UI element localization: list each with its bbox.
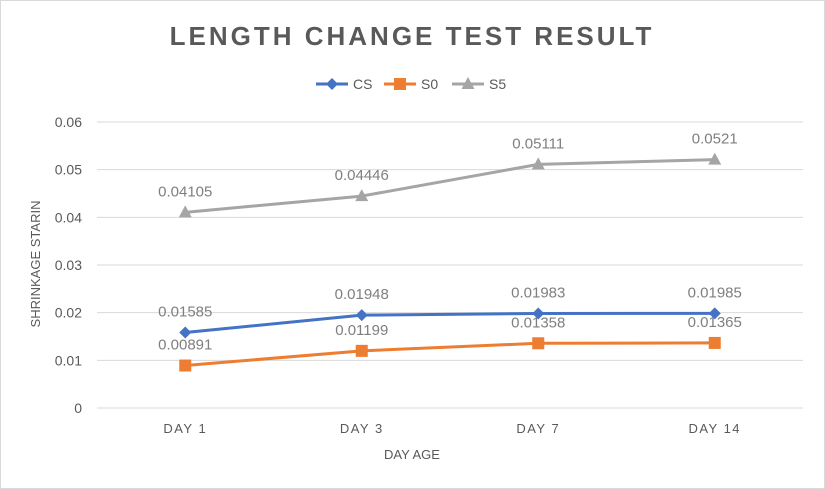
data-point-s5 [355, 189, 369, 202]
legend-item-s5: S5 [452, 76, 506, 92]
y-axis-label: SHRINKAGE STARIN [28, 201, 43, 328]
data-label-s0: 0.01358 [511, 314, 565, 331]
x-axis-ticks: DAY 1 DAY 3 DAY 7 DAY 14 [163, 421, 741, 436]
legend-swatch-marker [461, 77, 475, 89]
legend-swatch-marker [394, 78, 406, 90]
data-label-s0: 0.01199 [335, 322, 388, 339]
legend-item-s0: S0 [384, 76, 438, 92]
data-label-cs: 0.01985 [688, 284, 742, 301]
series-layer [178, 152, 722, 372]
data-label-s0: 0.01365 [688, 314, 742, 331]
data-point-s5 [708, 152, 722, 165]
legend-label: S5 [489, 76, 506, 92]
data-point-s0 [532, 337, 545, 350]
data-label-s5: 0.04446 [335, 167, 389, 184]
legend: CS S0 S5 [316, 76, 506, 92]
x-tick-label: DAY 1 [163, 421, 207, 436]
legend-label: CS [353, 76, 372, 92]
data-point-cs [532, 307, 545, 320]
y-tick-label: 0.05 [55, 162, 82, 178]
data-point-s0 [708, 336, 721, 349]
data-label-cs: 0.01948 [335, 286, 389, 303]
chart-title: LENGTH CHANGE TEST RESULT [170, 21, 655, 51]
series-s5 [178, 152, 722, 218]
legend-swatch-marker [326, 78, 338, 90]
series-cs [179, 307, 721, 339]
data-label-cs: 0.01983 [511, 284, 565, 301]
legend-item-cs: CS [316, 76, 372, 92]
data-point-cs [179, 326, 192, 339]
y-tick-label: 0.06 [55, 114, 82, 130]
data-label-s5: 0.0521 [692, 131, 738, 148]
data-label-s5: 0.05111 [512, 135, 564, 152]
y-tick-label: 0.02 [55, 305, 82, 321]
data-point-s5 [178, 205, 192, 218]
x-tick-label: DAY 14 [688, 421, 741, 436]
series-line-cs [185, 311, 715, 334]
x-axis-label: DAY AGE [384, 447, 440, 462]
series-line-s5 [185, 158, 715, 214]
data-label-s0: 0.00891 [158, 337, 212, 354]
legend-label: S0 [421, 76, 438, 92]
data-point-s0 [179, 359, 192, 372]
data-point-cs [708, 307, 721, 320]
y-axis-ticks: 0 0.01 0.02 0.03 0.04 0.05 0.06 [55, 114, 82, 416]
y-tick-label: 0.01 [55, 352, 82, 368]
series-line-s0 [185, 341, 715, 368]
data-point-s5 [531, 157, 545, 170]
x-tick-label: DAY 3 [340, 421, 384, 436]
y-tick-label: 0 [74, 400, 82, 416]
data-label-cs: 0.01585 [158, 303, 212, 320]
y-tick-label: 0.03 [55, 257, 82, 273]
data-label-s5: 0.04105 [158, 183, 212, 200]
data-point-cs [355, 309, 368, 322]
x-tick-label: DAY 7 [516, 421, 560, 436]
y-tick-label: 0.04 [55, 209, 82, 225]
data-labels: 0.01585 0.01948 0.01983 0.01985 0.00891 0.011… [158, 131, 742, 354]
data-point-s0 [355, 344, 368, 357]
series-s0 [179, 336, 721, 372]
